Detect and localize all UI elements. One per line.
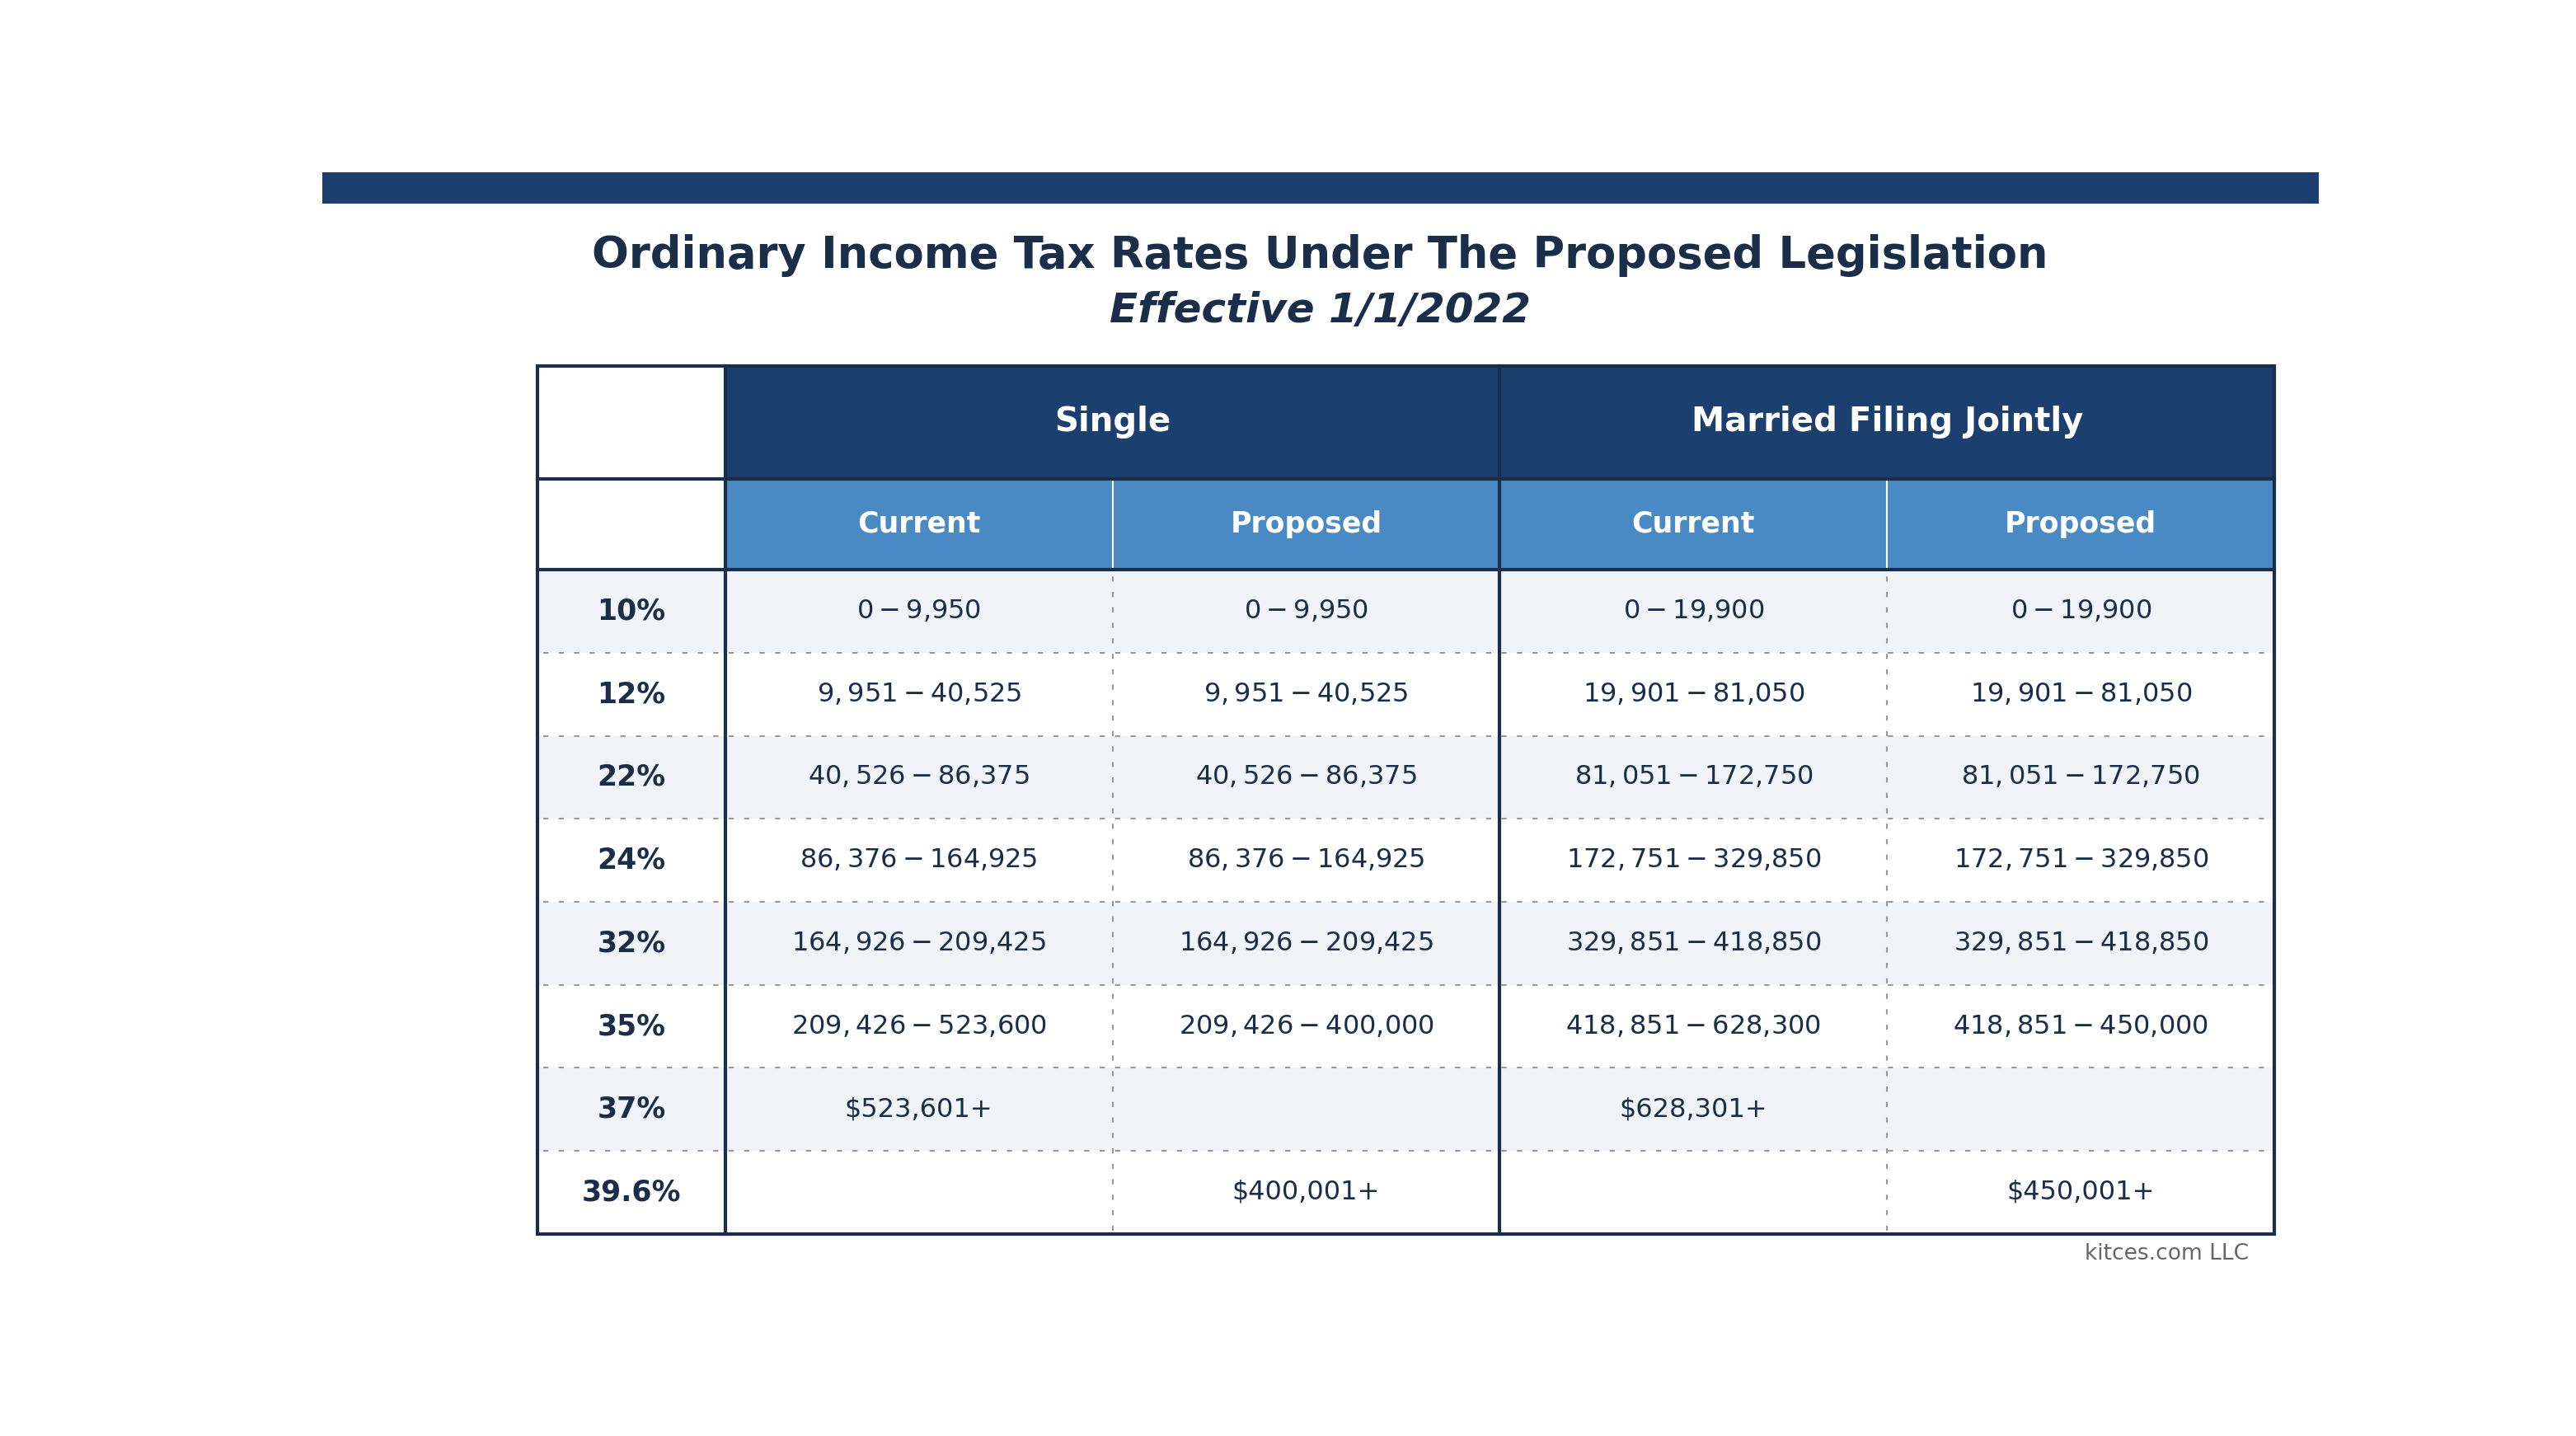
Bar bbox=[538, 902, 2275, 985]
Text: $164,926 - $209,425: $164,926 - $209,425 bbox=[791, 931, 1046, 956]
Text: 24%: 24% bbox=[598, 846, 665, 875]
Text: $172,751 - $329,850: $172,751 - $329,850 bbox=[1953, 847, 2208, 873]
Text: $209,426 - $523,600: $209,426 - $523,600 bbox=[791, 1014, 1046, 1040]
Bar bbox=[538, 1068, 2275, 1150]
Text: $81,051 - $172,750: $81,051 - $172,750 bbox=[1960, 764, 2200, 790]
Bar bbox=[1499, 366, 2275, 478]
Text: $40,526 - $86,375: $40,526 - $86,375 bbox=[1195, 764, 1417, 790]
Text: $19,901 - $81,050: $19,901 - $81,050 bbox=[1582, 682, 1806, 707]
Bar bbox=[726, 478, 1113, 570]
Text: Married Filing Jointly: Married Filing Jointly bbox=[1692, 406, 2084, 439]
Bar bbox=[538, 366, 2275, 1234]
Text: $9,951 - $40,525: $9,951 - $40,525 bbox=[1203, 682, 1409, 707]
Text: 35%: 35% bbox=[598, 1012, 665, 1040]
Bar bbox=[538, 819, 2275, 902]
Text: 39.6%: 39.6% bbox=[582, 1179, 680, 1206]
Text: Proposed: Proposed bbox=[1231, 510, 1383, 538]
Text: $19,901 - $81,050: $19,901 - $81,050 bbox=[1971, 682, 2192, 707]
Text: $329,851 - $418,850: $329,851 - $418,850 bbox=[1953, 931, 2208, 956]
Bar bbox=[1113, 478, 1499, 570]
Bar bbox=[1888, 478, 2275, 570]
Text: $86,376 - $164,925: $86,376 - $164,925 bbox=[1188, 847, 1425, 873]
Bar bbox=[538, 653, 2275, 735]
Text: Single: Single bbox=[1054, 406, 1170, 439]
Text: $40,526 - $86,375: $40,526 - $86,375 bbox=[809, 764, 1030, 790]
Text: Proposed: Proposed bbox=[2004, 510, 2156, 538]
Text: $172,751 - $329,850: $172,751 - $329,850 bbox=[1566, 847, 1821, 873]
Text: $0 - $19,900: $0 - $19,900 bbox=[1623, 599, 1765, 625]
Text: $329,851 - $418,850: $329,851 - $418,850 bbox=[1566, 931, 1821, 956]
Text: $418,851 - $450,000: $418,851 - $450,000 bbox=[1953, 1014, 2208, 1040]
Bar bbox=[538, 366, 726, 478]
Text: Current: Current bbox=[1633, 510, 1754, 538]
Bar bbox=[726, 366, 1499, 478]
Text: $0 - $9,950: $0 - $9,950 bbox=[1244, 599, 1368, 625]
Text: $450,001+: $450,001+ bbox=[2007, 1179, 2154, 1205]
Text: $9,951 - $40,525: $9,951 - $40,525 bbox=[817, 682, 1020, 707]
Text: $209,426 - $400,000: $209,426 - $400,000 bbox=[1177, 1014, 1435, 1040]
Text: $86,376 - $164,925: $86,376 - $164,925 bbox=[801, 847, 1038, 873]
Text: 10%: 10% bbox=[598, 597, 665, 625]
Text: 22%: 22% bbox=[598, 764, 665, 791]
Bar bbox=[538, 478, 726, 570]
Text: $0 - $19,900: $0 - $19,900 bbox=[2009, 599, 2151, 625]
Text: $164,926 - $209,425: $164,926 - $209,425 bbox=[1180, 931, 1432, 956]
Text: Effective 1/1/2022: Effective 1/1/2022 bbox=[1110, 290, 1530, 330]
Bar bbox=[1499, 478, 1888, 570]
Bar bbox=[538, 1150, 2275, 1234]
Text: $628,301+: $628,301+ bbox=[1620, 1097, 1767, 1122]
Text: kitces.com LLC: kitces.com LLC bbox=[2084, 1244, 2249, 1265]
Text: $400,001+: $400,001+ bbox=[1231, 1179, 1381, 1205]
Bar bbox=[322, 172, 2318, 204]
Bar bbox=[538, 985, 2275, 1068]
Text: $523,601+: $523,601+ bbox=[845, 1097, 992, 1122]
Bar bbox=[538, 735, 2275, 819]
Bar bbox=[538, 570, 2275, 653]
Text: 12%: 12% bbox=[598, 681, 665, 708]
Text: Ordinary Income Tax Rates Under The Proposed Legislation: Ordinary Income Tax Rates Under The Prop… bbox=[592, 234, 2048, 277]
Text: Current: Current bbox=[858, 510, 981, 538]
Text: 37%: 37% bbox=[598, 1096, 665, 1123]
Text: $81,051 - $172,750: $81,051 - $172,750 bbox=[1574, 764, 1814, 790]
Text: $418,851 - $628,300: $418,851 - $628,300 bbox=[1566, 1014, 1821, 1040]
Text: 32%: 32% bbox=[598, 929, 665, 958]
Text: $0 - $9,950: $0 - $9,950 bbox=[858, 599, 981, 625]
